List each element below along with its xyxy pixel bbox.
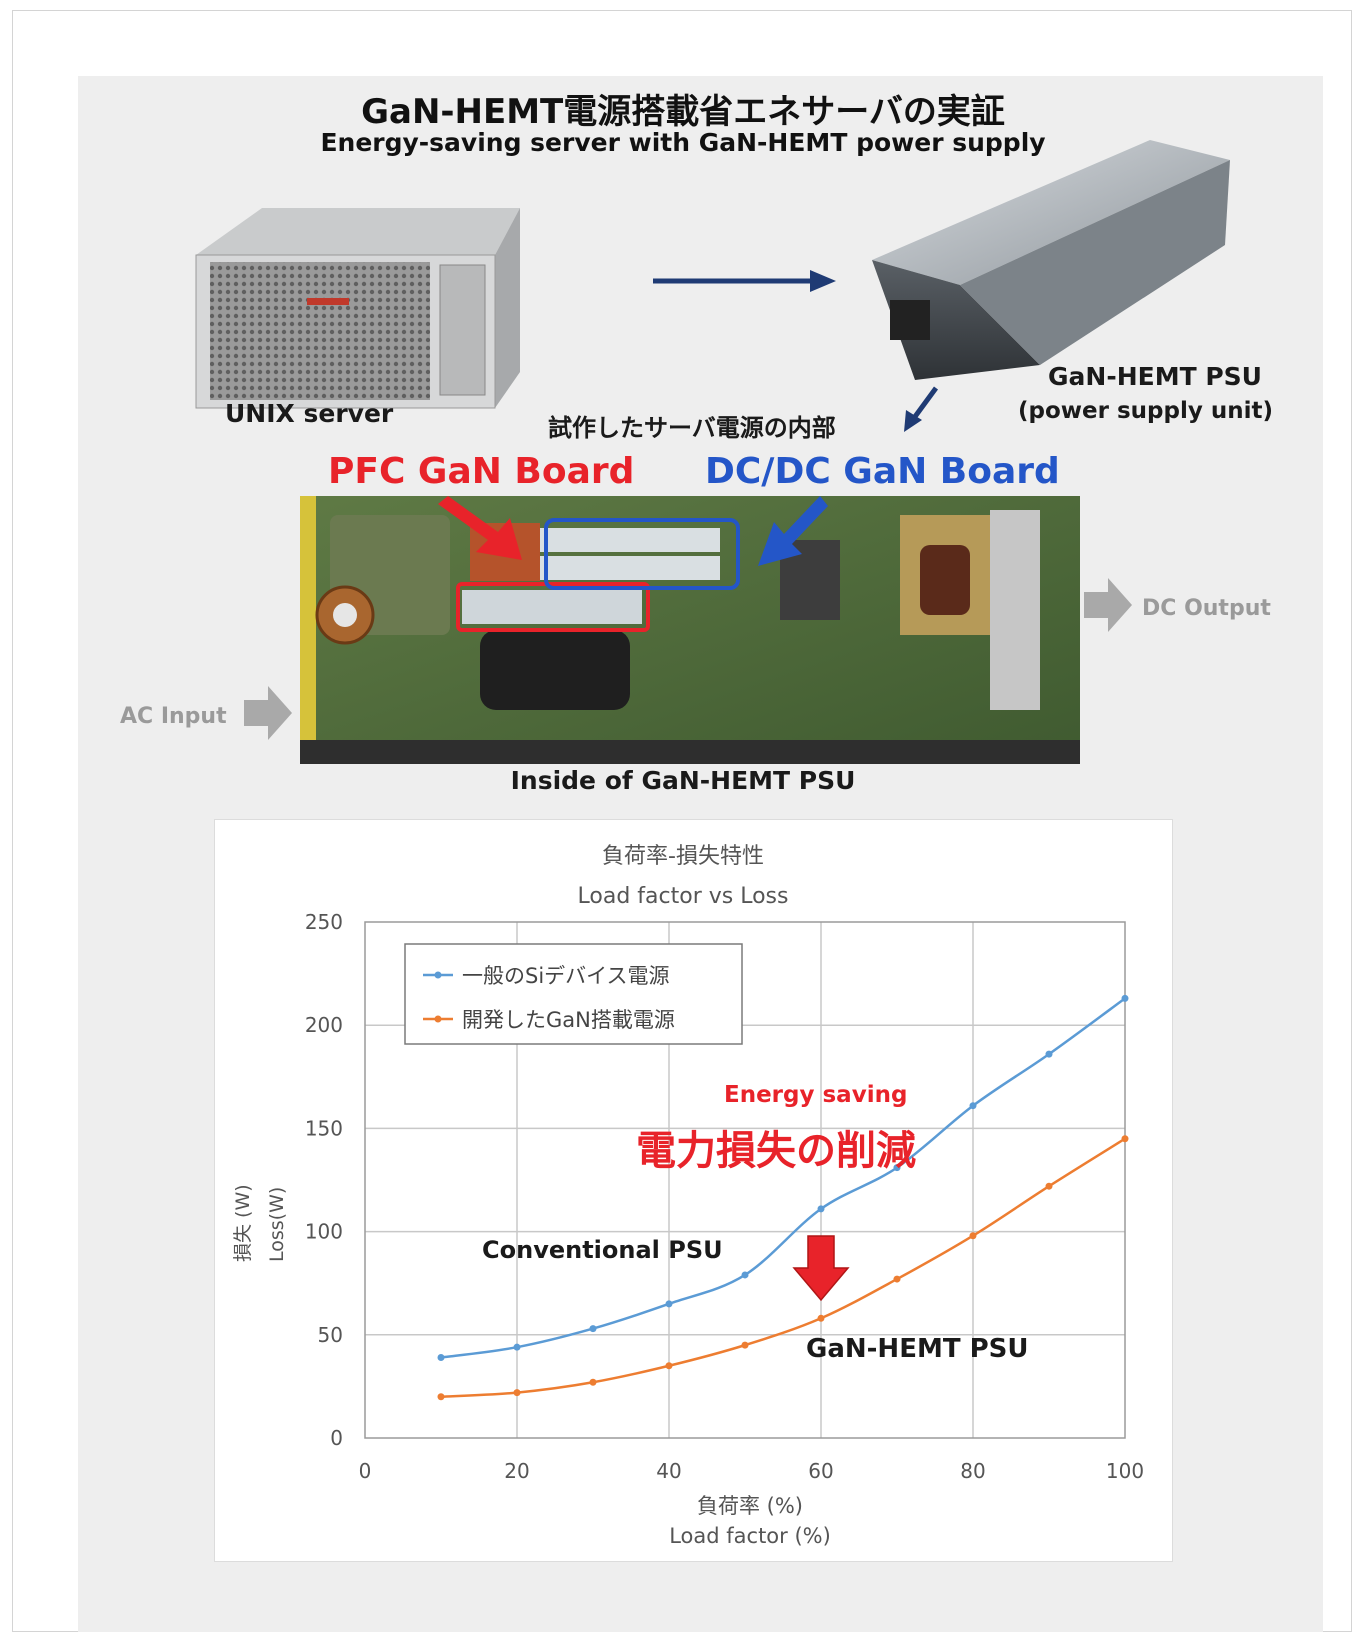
ac-input-label: AC Input [120, 704, 227, 729]
dc-output-label: DC Output [1142, 596, 1271, 621]
unix-server-image [195, 208, 520, 409]
y-axis-label-jp: 損失 (W) [232, 1184, 254, 1262]
y-tick-label: 0 [330, 1426, 343, 1450]
psu-label: GaN-HEMT PSU [1048, 362, 1262, 391]
data-point [437, 1354, 445, 1362]
annotation-loss-reduction: 電力損失の削減 [636, 1128, 916, 1174]
x-tick-labels: 0 20 40 60 80 100 [359, 1459, 1144, 1483]
annotation-conventional: Conventional PSU [482, 1236, 723, 1264]
board-caption: Inside of GaN-HEMT PSU [510, 766, 856, 795]
series-line-0 [440, 997, 1126, 1359]
y-tick-label: 150 [305, 1116, 343, 1140]
arrow-to-psu-icon [653, 270, 836, 292]
figure-title-jp: GaN-HEMT電源搭載省エネサーバの実証 [361, 92, 1005, 132]
figure-title-en: Energy-saving server with GaN-HEMT power… [320, 128, 1046, 157]
series-layer [437, 994, 1129, 1401]
x-tick-label: 60 [808, 1459, 833, 1483]
data-point [969, 1232, 977, 1240]
y-tick-label: 250 [305, 910, 343, 934]
data-point [741, 1341, 749, 1349]
data-point [1121, 994, 1129, 1002]
data-point [741, 1271, 749, 1279]
x-tick-label: 80 [960, 1459, 985, 1483]
dc-output-arrow-icon [1084, 578, 1132, 632]
legend-entry: 一般のSiデバイス電源 [462, 964, 670, 988]
inside-label-jp: 試作したサーバ電源の内部 [548, 414, 836, 442]
annotation-energy-saving: Energy saving [724, 1082, 908, 1108]
data-point [437, 1393, 445, 1401]
unix-server-label: UNIX server [225, 399, 394, 428]
x-tick-label: 0 [359, 1459, 372, 1483]
series-line-1 [440, 1137, 1126, 1398]
y-tick-label: 50 [318, 1323, 343, 1347]
y-tick-labels: 0 50 100 150 200 250 [305, 910, 343, 1450]
data-point [665, 1300, 673, 1308]
legend-marker [434, 971, 442, 979]
psu-sub-label: (power supply unit) [1018, 398, 1273, 424]
data-point [1045, 1182, 1053, 1190]
x-axis-label-en: Load factor (%) [669, 1524, 831, 1548]
psu-image [872, 140, 1230, 380]
data-point [665, 1362, 673, 1370]
data-point [969, 1102, 977, 1110]
x-tick-label: 20 [504, 1459, 529, 1483]
ac-input-arrow-icon [244, 686, 292, 740]
data-point [513, 1389, 521, 1397]
data-point [893, 1164, 901, 1172]
chart-subtitle: Load factor vs Loss [577, 884, 789, 909]
x-axis-label-jp: 負荷率 (%) [696, 1494, 803, 1518]
legend-entry: 開発したGaN搭載電源 [462, 1008, 675, 1032]
x-tick-label: 100 [1106, 1459, 1144, 1483]
arrow-to-board-icon [904, 386, 939, 432]
data-point [893, 1275, 901, 1283]
data-point [1121, 1135, 1129, 1143]
data-point [817, 1314, 825, 1322]
annotation-gan: GaN-HEMT PSU [806, 1334, 1029, 1364]
data-point [817, 1205, 825, 1213]
y-axis-label-en: Loss(W) [266, 1186, 288, 1262]
data-point [589, 1325, 597, 1333]
data-point [513, 1343, 521, 1351]
chart-title: 負荷率-損失特性 [602, 844, 764, 869]
legend-marker [434, 1015, 442, 1023]
reduction-arrow-icon [792, 1235, 850, 1302]
data-point [589, 1378, 597, 1386]
pfc-board-label: PFC GaN Board [328, 451, 635, 492]
data-point [1045, 1050, 1053, 1058]
y-tick-label: 100 [305, 1220, 343, 1244]
plot-area [364, 921, 1126, 1439]
legend-box [404, 943, 743, 1045]
x-tick-label: 40 [656, 1459, 681, 1483]
dcdc-board-label: DC/DC GaN Board [705, 451, 1060, 492]
board-photo [300, 496, 1080, 764]
y-tick-label: 200 [305, 1013, 343, 1037]
